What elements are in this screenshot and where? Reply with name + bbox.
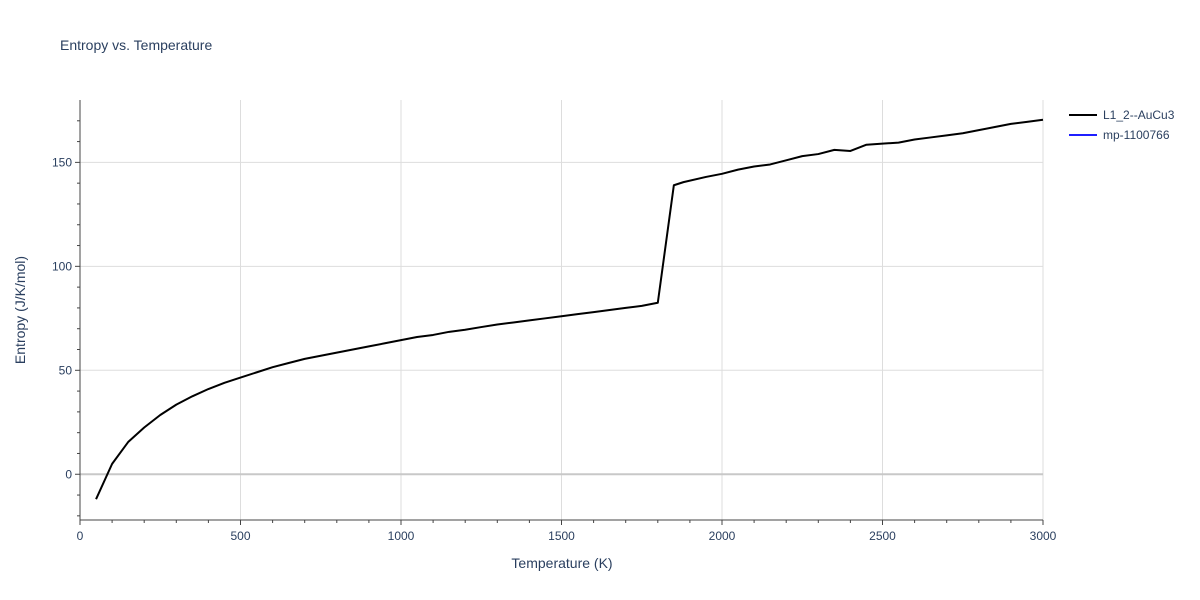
chart-title: Entropy vs. Temperature xyxy=(60,37,212,53)
x-tick-label: 500 xyxy=(230,529,250,543)
x-tick-label: 1000 xyxy=(388,529,415,543)
x-tick-label: 0 xyxy=(77,529,84,543)
x-tick-label: 1500 xyxy=(548,529,575,543)
y-tick-label: 150 xyxy=(52,155,72,169)
y-axis-title: Entropy (J/K/mol) xyxy=(12,256,28,364)
x-tick-label: 2000 xyxy=(709,529,736,543)
legend-item-0[interactable]: L1_2--AuCu3 xyxy=(1069,108,1175,122)
series-layer xyxy=(95,118,1044,500)
x-tick-label: 2500 xyxy=(869,529,896,543)
x-axis-title: Temperature (K) xyxy=(511,555,612,571)
legend-label: mp-1100766 xyxy=(1103,128,1170,142)
y-tick-label: 0 xyxy=(65,467,72,481)
y-tick-label: 100 xyxy=(52,259,72,273)
legend-label: L1_2--AuCu3 xyxy=(1103,108,1175,122)
grid-layer xyxy=(80,100,1044,520)
legend-item-1[interactable]: mp-1100766 xyxy=(1069,128,1170,142)
y-tick-label: 50 xyxy=(59,363,73,377)
axes-layer: 0 500 1000 1500 2000 2500 3000 0 50 100 150 xyxy=(52,100,1057,543)
legend[interactable]: L1_2--AuCu3 mp-1100766 xyxy=(1069,108,1175,142)
series-line-0 xyxy=(95,118,1044,500)
x-tick-label: 3000 xyxy=(1030,529,1057,543)
